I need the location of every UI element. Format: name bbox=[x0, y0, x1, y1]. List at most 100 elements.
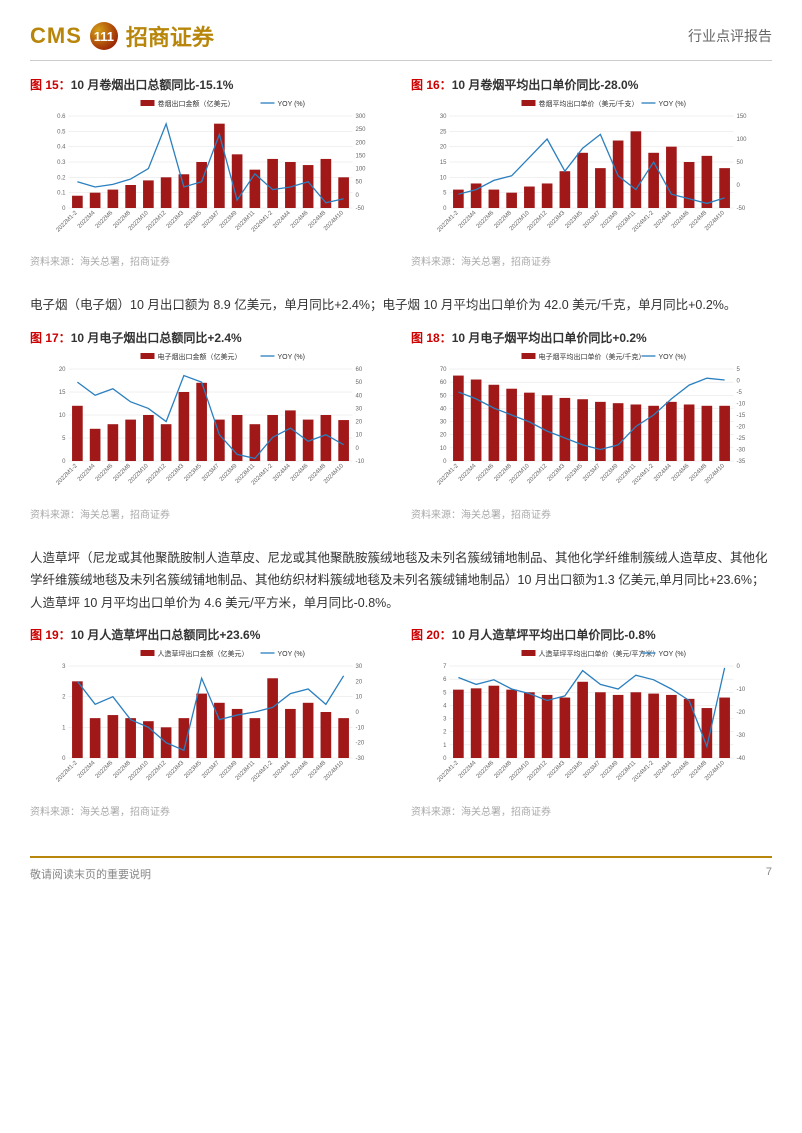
svg-text:2022M1-2: 2022M1-2 bbox=[436, 210, 460, 234]
svg-text:2022M12: 2022M12 bbox=[527, 760, 549, 782]
svg-text:2024M10: 2024M10 bbox=[323, 462, 345, 484]
chart-16-block: 图 16：10 月卷烟平均出口单价同比-28.0% 051015202530-5… bbox=[411, 76, 772, 286]
svg-text:2024M4: 2024M4 bbox=[272, 462, 292, 482]
svg-text:2023M7: 2023M7 bbox=[582, 760, 602, 780]
svg-text:2024M6: 2024M6 bbox=[290, 462, 310, 482]
svg-text:2023M5: 2023M5 bbox=[564, 210, 584, 230]
svg-text:YOY (%): YOY (%) bbox=[278, 101, 306, 108]
svg-text:2023M7: 2023M7 bbox=[201, 760, 221, 780]
svg-text:2022M6: 2022M6 bbox=[476, 760, 496, 780]
svg-text:30: 30 bbox=[440, 419, 447, 425]
svg-text:150: 150 bbox=[737, 114, 748, 120]
svg-text:2024M4: 2024M4 bbox=[653, 210, 673, 230]
svg-text:2022M1-2: 2022M1-2 bbox=[55, 760, 79, 784]
svg-text:30: 30 bbox=[356, 664, 363, 670]
svg-text:-20: -20 bbox=[356, 741, 365, 747]
svg-text:-35: -35 bbox=[737, 459, 746, 465]
chart-row-2: 图 17：10 月电子烟出口总额同比+2.4% 05101520-1001020… bbox=[30, 329, 772, 539]
svg-text:0.5: 0.5 bbox=[57, 129, 66, 135]
svg-text:2023M5: 2023M5 bbox=[183, 210, 203, 230]
svg-text:15: 15 bbox=[59, 390, 66, 396]
svg-text:2022M6: 2022M6 bbox=[95, 210, 115, 230]
fig-text: 10 月卷烟出口总额同比-15.1% bbox=[71, 78, 234, 92]
chart-19-block: 图 19：10 月人造草坪出口总额同比+23.6% 0123-30-20-100… bbox=[30, 626, 391, 836]
svg-text:100: 100 bbox=[737, 137, 748, 143]
svg-text:2023M3: 2023M3 bbox=[547, 760, 567, 780]
chart-17-block: 图 17：10 月电子烟出口总额同比+2.4% 05101520-1001020… bbox=[30, 329, 391, 539]
svg-text:2023M5: 2023M5 bbox=[564, 760, 584, 780]
svg-text:1: 1 bbox=[443, 743, 447, 749]
svg-text:2022M4: 2022M4 bbox=[77, 760, 97, 780]
svg-text:2023M7: 2023M7 bbox=[201, 210, 221, 230]
svg-text:-25: -25 bbox=[737, 436, 746, 442]
svg-text:2023M5: 2023M5 bbox=[564, 462, 584, 482]
footer-page: 7 bbox=[766, 866, 772, 882]
svg-text:-20: -20 bbox=[737, 424, 746, 430]
svg-text:5: 5 bbox=[62, 436, 66, 442]
fig-num: 图 20： bbox=[411, 628, 452, 642]
svg-text:2023M3: 2023M3 bbox=[166, 462, 186, 482]
svg-text:2024M6: 2024M6 bbox=[290, 210, 310, 230]
svg-text:2024M6: 2024M6 bbox=[290, 760, 310, 780]
svg-text:-10: -10 bbox=[356, 725, 365, 731]
svg-text:2023M7: 2023M7 bbox=[582, 210, 602, 230]
svg-text:60: 60 bbox=[356, 367, 363, 373]
svg-text:人造草坪平均出口单价（美元/平方米）: 人造草坪平均出口单价（美元/平方米） bbox=[539, 649, 660, 658]
svg-text:2023M5: 2023M5 bbox=[183, 462, 203, 482]
svg-text:2022M4: 2022M4 bbox=[458, 210, 478, 230]
svg-text:0: 0 bbox=[443, 756, 447, 762]
fig-num: 图 18： bbox=[411, 331, 452, 345]
svg-text:20: 20 bbox=[356, 679, 363, 685]
chart-15-svg: 00.10.20.30.40.50.6-50050100150200250300… bbox=[30, 98, 391, 248]
svg-text:3: 3 bbox=[443, 717, 447, 723]
svg-text:50: 50 bbox=[356, 180, 363, 186]
svg-text:0.2: 0.2 bbox=[57, 175, 66, 181]
svg-text:2023M5: 2023M5 bbox=[183, 760, 203, 780]
svg-text:2022M6: 2022M6 bbox=[95, 462, 115, 482]
svg-text:20: 20 bbox=[59, 367, 66, 373]
svg-text:100: 100 bbox=[356, 167, 367, 173]
chart-18-source: 资料来源：海关总署，招商证券 bbox=[411, 501, 772, 531]
logo-cms: CMS bbox=[30, 23, 82, 49]
svg-text:150: 150 bbox=[356, 153, 367, 159]
svg-text:2024M4: 2024M4 bbox=[272, 210, 292, 230]
svg-text:0.4: 0.4 bbox=[57, 145, 66, 151]
svg-text:50: 50 bbox=[737, 160, 744, 166]
svg-text:2022M4: 2022M4 bbox=[77, 210, 97, 230]
svg-text:YOY (%): YOY (%) bbox=[659, 101, 687, 108]
chart-20-source: 资料来源：海关总署，招商证券 bbox=[411, 798, 772, 828]
svg-text:人造草坪出口金额（亿美元）: 人造草坪出口金额（亿美元） bbox=[158, 649, 249, 658]
svg-text:电子烟出口金额（亿美元）: 电子烟出口金额（亿美元） bbox=[158, 352, 242, 361]
svg-text:2023M7: 2023M7 bbox=[201, 462, 221, 482]
svg-text:0: 0 bbox=[62, 206, 66, 212]
svg-text:0: 0 bbox=[356, 445, 360, 451]
svg-text:2023M3: 2023M3 bbox=[547, 462, 567, 482]
fig-text: 10 月卷烟平均出口单价同比-28.0% bbox=[452, 78, 639, 92]
svg-text:5: 5 bbox=[737, 367, 741, 373]
chart-20-block: 图 20：10 月人造草坪平均出口单价同比-0.8% 01234567-40-3… bbox=[411, 626, 772, 836]
svg-text:4: 4 bbox=[443, 703, 447, 709]
svg-text:70: 70 bbox=[440, 367, 447, 373]
svg-text:5: 5 bbox=[443, 191, 447, 197]
fig-text: 10 月电子烟平均出口单价同比+0.2% bbox=[452, 331, 647, 345]
svg-text:20: 20 bbox=[440, 432, 447, 438]
chart-16-source: 资料来源：海关总署，招商证券 bbox=[411, 248, 772, 278]
svg-text:YOY (%): YOY (%) bbox=[659, 651, 687, 658]
fig-text: 10 月人造草坪平均出口单价同比-0.8% bbox=[452, 628, 656, 642]
svg-text:50: 50 bbox=[356, 380, 363, 386]
svg-text:3: 3 bbox=[62, 664, 66, 670]
svg-text:1: 1 bbox=[62, 725, 66, 731]
svg-text:-15: -15 bbox=[737, 413, 746, 419]
fig-text: 10 月电子烟出口总额同比+2.4% bbox=[71, 331, 242, 345]
chart-15-block: 图 15：10 月卷烟出口总额同比-15.1% 00.10.20.30.40.5… bbox=[30, 76, 391, 286]
fig-text: 10 月人造草坪出口总额同比+23.6% bbox=[71, 628, 261, 642]
logo-group: CMS 111 招商证券 bbox=[30, 20, 214, 52]
svg-text:-20: -20 bbox=[737, 710, 746, 716]
svg-text:2024M10: 2024M10 bbox=[323, 210, 345, 232]
chart-15-title: 图 15：10 月卷烟出口总额同比-15.1% bbox=[30, 76, 391, 93]
svg-text:-40: -40 bbox=[737, 756, 746, 762]
svg-text:2023M3: 2023M3 bbox=[166, 760, 186, 780]
svg-text:60: 60 bbox=[440, 380, 447, 386]
svg-text:2: 2 bbox=[62, 695, 66, 701]
svg-text:2024M6: 2024M6 bbox=[671, 462, 691, 482]
